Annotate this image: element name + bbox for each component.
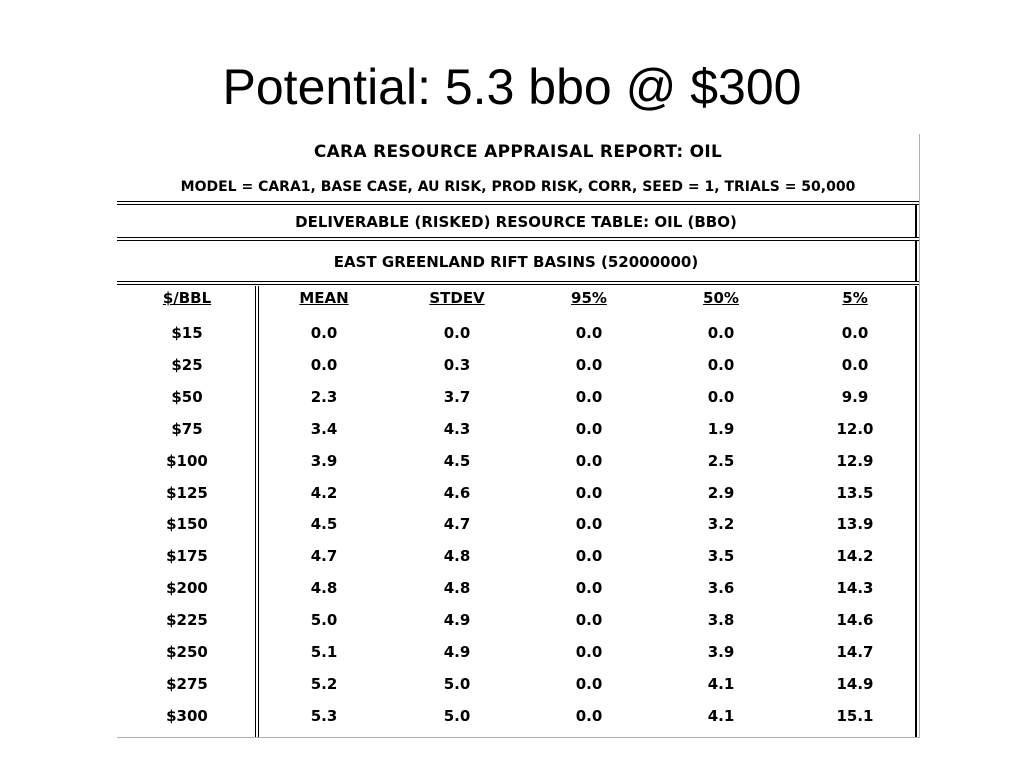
- table-cell-p5: 0.0: [841, 355, 869, 374]
- table-cell-p95: 0.0: [575, 451, 603, 470]
- table-cell-mean: 3.9: [310, 451, 338, 470]
- table-cell-mean: 3.4: [310, 419, 338, 438]
- table-cell-mean: 0.0: [310, 324, 338, 342]
- table-cell-mean: 5.2: [310, 674, 338, 693]
- table-cell-stdev: 3.7: [443, 387, 471, 406]
- table-title: DELIVERABLE (RISKED) RESOURCE TABLE: OIL…: [295, 213, 737, 231]
- table-right-border: [915, 286, 917, 737]
- table-cell-price: $300: [166, 706, 208, 725]
- model-line: MODEL = CARA1, BASE CASE, AU RISK, PROD …: [180, 179, 856, 195]
- table-cell-p95: 0.0: [575, 547, 603, 566]
- region-title: EAST GREENLAND RIFT BASINS (52000000): [333, 253, 699, 271]
- table-cell-p50: 0.0: [707, 387, 735, 406]
- table-cell-stdev: 4.7: [443, 515, 471, 534]
- column-header-p95: 95%: [571, 289, 607, 307]
- table-cell-stdev: 0.0: [443, 324, 471, 342]
- region-bar: EAST GREENLAND RIFT BASINS (52000000): [117, 241, 917, 281]
- table-cell-p95: 0.0: [575, 674, 603, 693]
- table-title-bar: DELIVERABLE (RISKED) RESOURCE TABLE: OIL…: [117, 205, 917, 237]
- table-cell-price: $100: [166, 451, 208, 470]
- table-cell-price: $125: [166, 483, 208, 502]
- table-cell-stdev: 5.0: [443, 674, 471, 693]
- table-cell-p5: 13.9: [836, 515, 874, 534]
- column-header-price: $/BBL: [162, 289, 212, 307]
- table-cell-p5: 14.2: [836, 547, 874, 566]
- table-cell-stdev: 4.9: [443, 643, 471, 661]
- table-cell-stdev: 4.9: [443, 611, 471, 630]
- column-header-p50: 50%: [703, 289, 739, 307]
- table-cell-stdev: 4.6: [443, 483, 471, 502]
- table-cell-p5: 0.0: [841, 324, 869, 342]
- table-cell-p95: 0.0: [575, 611, 603, 630]
- table-cell-price: $25: [171, 355, 203, 374]
- table-cell-price: $50: [171, 387, 203, 406]
- table-cell-p50: 4.1: [707, 706, 735, 725]
- table-cell-stdev: 4.8: [443, 579, 471, 598]
- table-cell-price: $275: [166, 674, 208, 693]
- report-title: CARA RESOURCE APPRAISAL REPORT: OIL: [313, 142, 723, 162]
- table-cell-price: $150: [166, 515, 208, 534]
- slide-title: Potential: 5.3 bbo @ $300: [222, 59, 802, 115]
- table-cell-mean: 4.7: [310, 547, 338, 566]
- table-cell-mean: 4.5: [310, 515, 338, 534]
- table-cell-mean: 0.0: [310, 355, 338, 374]
- table-cell-p5: 13.5: [836, 483, 874, 502]
- table-cell-p95: 0.0: [575, 483, 603, 502]
- table-cell-p50: 1.9: [707, 419, 735, 438]
- table-cell-p50: 2.9: [707, 483, 735, 502]
- table-cell-mean: 4.2: [310, 483, 338, 502]
- table-cell-p5: 14.3: [836, 579, 874, 598]
- table-cell-p50: 0.0: [707, 355, 735, 374]
- table-cell-p5: 14.7: [836, 643, 874, 661]
- table-cell-mean: 4.8: [310, 579, 338, 598]
- appraisal-report: CARA RESOURCE APPRAISAL REPORT: OIL MODE…: [117, 134, 920, 738]
- table-cell-mean: 2.3: [310, 387, 338, 406]
- table-cell-p5: 9.9: [841, 387, 869, 406]
- table-cell-p5: 14.9: [836, 674, 874, 693]
- table-cell-p5: 14.6: [836, 611, 874, 630]
- table-cell-mean: 5.0: [310, 611, 338, 630]
- table-cell-p5: 12.0: [836, 419, 874, 438]
- table-cell-p5: 12.9: [836, 451, 874, 470]
- table-cell-mean: 5.1: [310, 643, 338, 661]
- table-cell-p50: 3.5: [707, 547, 735, 566]
- divider-mid: [117, 237, 919, 241]
- table-cell-p95: 0.0: [575, 579, 603, 598]
- table-cell-p95: 0.0: [575, 515, 603, 534]
- table-cell-p50: 3.9: [707, 643, 735, 661]
- table-cell-p95: 0.0: [575, 706, 603, 725]
- table-cell-p95: 0.0: [575, 643, 603, 661]
- table-cell-mean: 5.3: [310, 706, 338, 725]
- table-cell-p50: 3.2: [707, 515, 735, 534]
- table-cell-stdev: 0.3: [443, 355, 471, 374]
- table-cell-stdev: 5.0: [443, 706, 471, 725]
- table-cell-p50: 3.6: [707, 579, 735, 598]
- table-cell-price: $175: [166, 547, 208, 566]
- column-header-stdev: STDEV: [429, 289, 485, 307]
- table-cell-p95: 0.0: [575, 387, 603, 406]
- table-cell-p95: 0.0: [575, 355, 603, 374]
- table-cell-stdev: 4.3: [443, 419, 471, 438]
- table-cell-price: $250: [166, 643, 208, 661]
- table-cell-p95: 0.0: [575, 419, 603, 438]
- table-cell-price: $200: [166, 579, 208, 598]
- divider-top: [117, 201, 919, 205]
- column-header-mean: MEAN: [299, 289, 349, 307]
- table-cell-price: $75: [171, 419, 203, 438]
- table-cell-price: $225: [166, 611, 208, 630]
- column-header-p5: 5%: [842, 289, 868, 307]
- table-cell-p5: 15.1: [836, 706, 874, 725]
- table-cell-p50: 0.0: [707, 324, 735, 342]
- table-cell-stdev: 4.8: [443, 547, 471, 566]
- table-cell-p50: 2.5: [707, 451, 735, 470]
- divider-header: [117, 281, 919, 285]
- table-cell-p50: 4.1: [707, 674, 735, 693]
- table-cell-p95: 0.0: [575, 324, 603, 342]
- table-cell-price: $15: [171, 324, 203, 342]
- column-separator: [255, 286, 259, 737]
- table-cell-p50: 3.8: [707, 611, 735, 630]
- table-cell-stdev: 4.5: [443, 451, 471, 470]
